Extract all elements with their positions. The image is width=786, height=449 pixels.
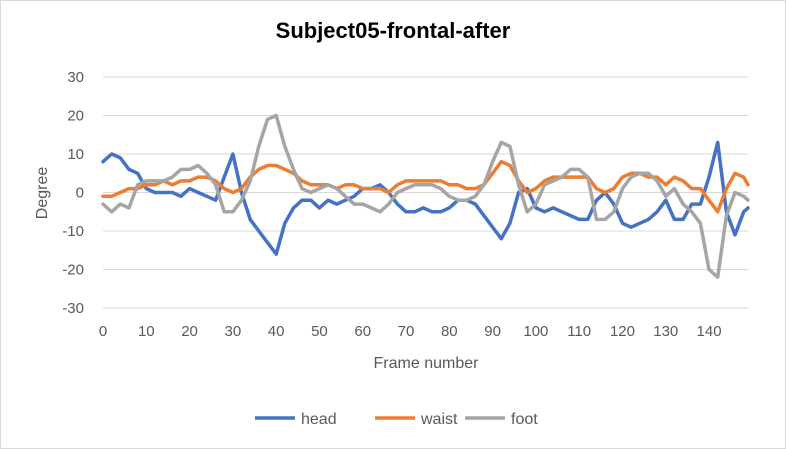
y-tick-label: 20 — [67, 108, 84, 125]
y-axis-label: Degree — [34, 167, 51, 220]
legend-label-waist: waist — [420, 411, 458, 428]
x-tick-label: 10 — [138, 323, 155, 340]
x-tick-label: 120 — [610, 323, 635, 340]
legend: head waist foot — [255, 411, 538, 428]
x-tick-label: 40 — [268, 323, 285, 340]
x-tick-label: 50 — [311, 323, 328, 340]
y-tick-label: -10 — [62, 223, 84, 240]
x-tick-label: 90 — [484, 323, 501, 340]
series-line-foot — [101, 113, 750, 279]
chart-title: Subject05-frontal-after — [275, 18, 511, 43]
legend-label-head: head — [301, 411, 337, 428]
x-tick-label: 60 — [354, 323, 371, 340]
x-tick-label: 110 — [567, 323, 591, 340]
y-tick-labels: 30 20 10 0 -10 -20 -30 — [62, 69, 84, 317]
y-tick-label: 30 — [67, 69, 84, 86]
y-tick-label: -30 — [62, 300, 84, 317]
x-tick-labels: 0 10 20 30 40 50 60 70 80 90 100 110 120 130 140 — [99, 323, 722, 340]
x-tick-label: 80 — [441, 323, 458, 340]
x-tick-label: 0 — [99, 323, 107, 340]
series-line-head — [101, 140, 750, 256]
x-tick-label: 30 — [225, 323, 242, 340]
series-lines — [101, 113, 750, 279]
x-axis-label: Frame number — [374, 355, 480, 372]
x-tick-label: 140 — [697, 323, 722, 340]
legend-label-foot: foot — [511, 411, 538, 428]
y-tick-label: 10 — [67, 146, 84, 163]
y-tick-label: 0 — [76, 185, 84, 202]
x-tick-label: 20 — [181, 323, 198, 340]
gridlines — [103, 76, 748, 309]
y-tick-label: -20 — [62, 262, 84, 279]
x-tick-label: 70 — [398, 323, 415, 340]
x-tick-label: 100 — [523, 323, 548, 340]
x-tick-label: 130 — [653, 323, 678, 340]
